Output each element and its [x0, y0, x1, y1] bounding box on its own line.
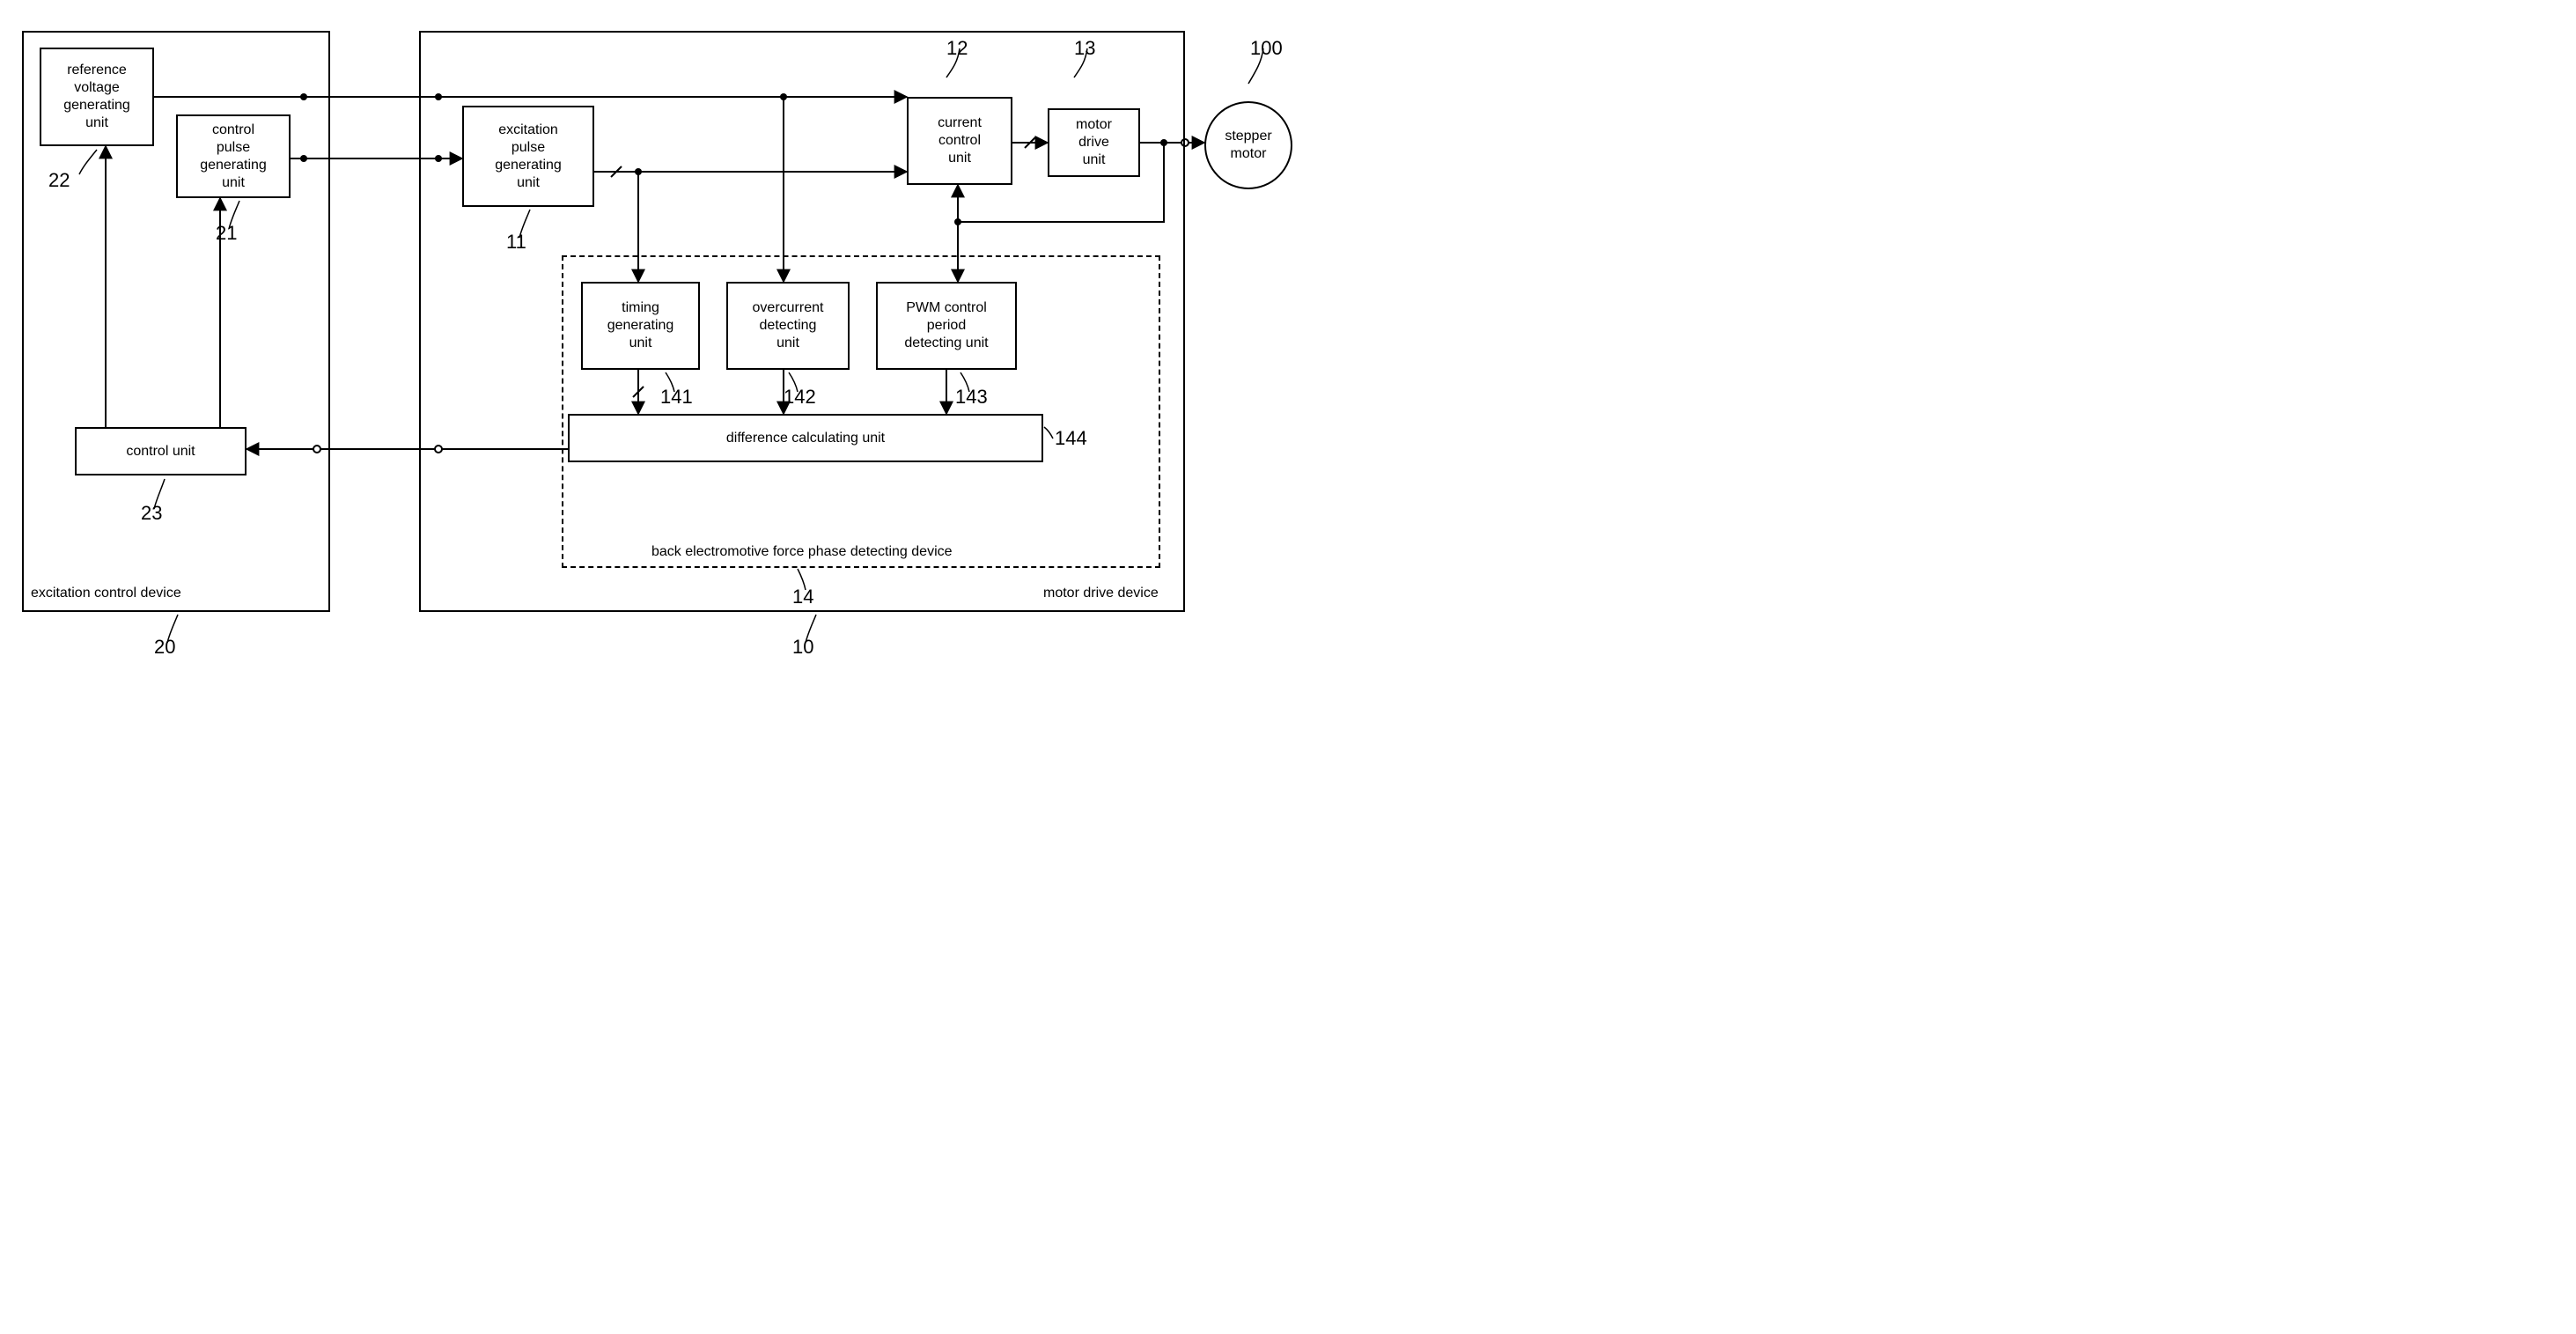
diff-text: difference calculating unit [726, 430, 885, 447]
timing-block: timing generating unit [581, 282, 700, 370]
exc_pulse-block: excitation pulse generating unit [462, 106, 594, 207]
ref_voltage-ref: 22 [48, 169, 70, 192]
timing-text: timing generating unit [607, 299, 674, 352]
overcurrent-text: overcurrent detecting unit [753, 299, 824, 352]
bemf_device-ref: 14 [792, 586, 813, 608]
overcurrent-ref: 142 [784, 386, 816, 409]
stepper-motor-circle: stepper motor [1204, 101, 1292, 189]
ctrl_pulse-block: control pulse generating unit [176, 114, 291, 198]
pwm-block: PWM control period detecting unit [876, 282, 1017, 370]
ctrl_unit-text: control unit [126, 443, 195, 461]
ctrl_unit-block: control unit [75, 427, 247, 475]
diff-block: difference calculating unit [568, 414, 1043, 462]
stepper-motor-ref: 100 [1250, 37, 1283, 60]
exc_pulse-ref: 11 [506, 231, 526, 254]
ctrl_pulse-ref: 21 [216, 222, 237, 245]
ref_voltage-block: reference voltage generating unit [40, 48, 154, 146]
stepper-motor-text: stepper motor [1225, 128, 1271, 163]
motor_drive-block: motor drive unit [1048, 108, 1140, 177]
current_ctrl-text: current control unit [938, 114, 982, 167]
excitation_device-ref: 20 [154, 636, 175, 659]
pwm-ref: 143 [955, 386, 988, 409]
overcurrent-block: overcurrent detecting unit [726, 282, 850, 370]
motor_device-label: motor drive device [1043, 586, 1159, 601]
motor_drive-text: motor drive unit [1076, 116, 1112, 169]
ctrl_pulse-text: control pulse generating unit [200, 122, 267, 192]
motor_device-ref: 10 [792, 636, 813, 659]
excitation_device-label: excitation control device [31, 586, 181, 601]
ref_voltage-text: reference voltage generating unit [63, 62, 130, 132]
timing-ref: 141 [660, 386, 693, 409]
current_ctrl-block: current control unit [907, 97, 1012, 185]
diff-ref: 144 [1055, 427, 1087, 450]
pwm-text: PWM control period detecting unit [904, 299, 988, 352]
current_ctrl-ref: 12 [946, 37, 968, 60]
exc_pulse-text: excitation pulse generating unit [495, 122, 562, 192]
motor_drive-ref: 13 [1074, 37, 1095, 60]
bemf_device-label: back electromotive force phase detecting… [651, 544, 953, 560]
ctrl_unit-ref: 23 [141, 502, 162, 525]
